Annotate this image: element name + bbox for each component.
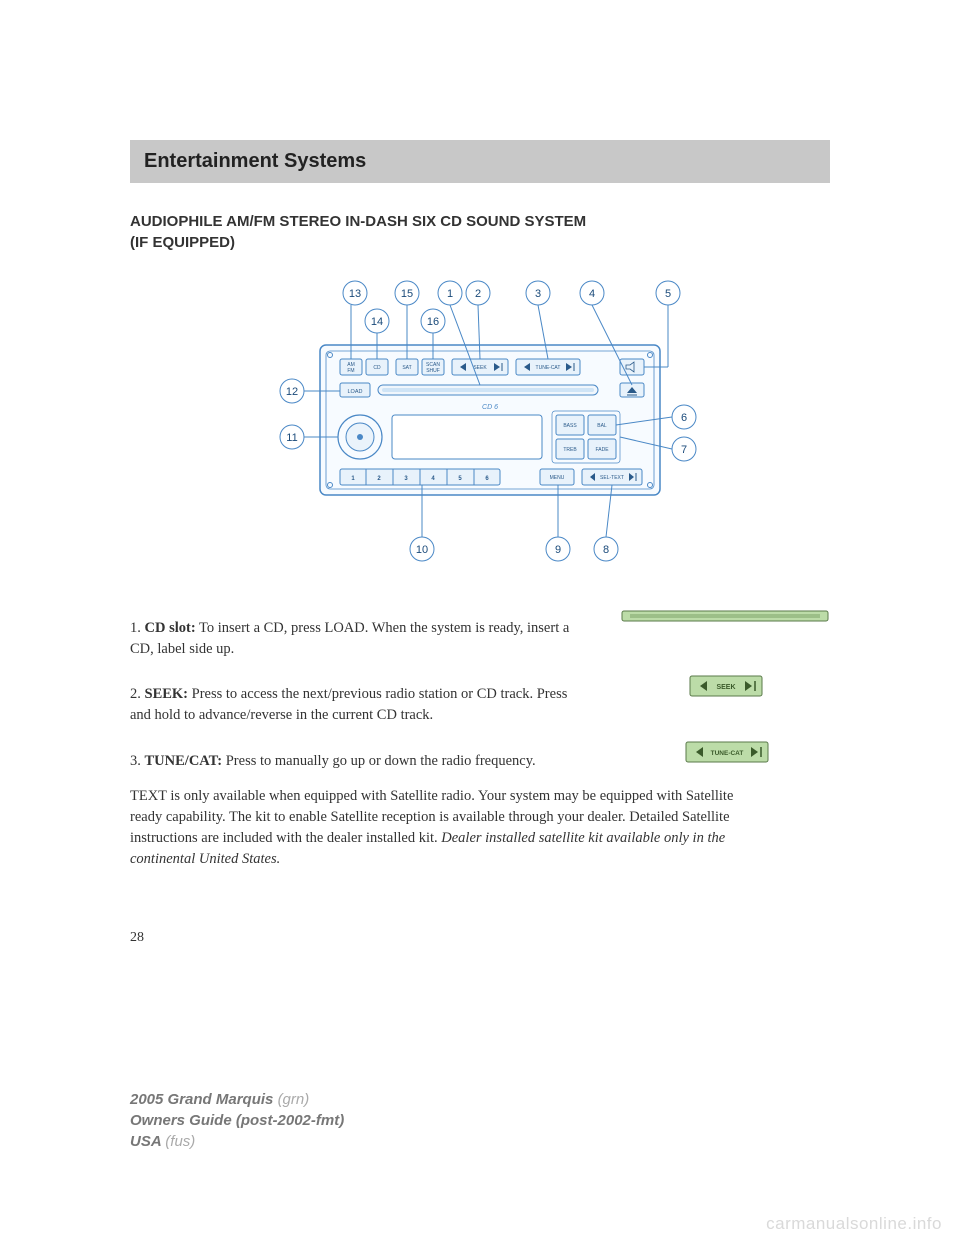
section-title-line1: AUDIOPHILE AM/FM STEREO IN-DASH SIX CD S… [130,213,586,230]
svg-text:13: 13 [349,288,361,300]
footer-region-code: (fus) [165,1133,195,1150]
item-3-row: 3. TUNE/CAT: Press to manually go up or … [130,736,830,772]
item-1-bold: CD slot: [145,620,196,636]
svg-text:2: 2 [475,288,481,300]
svg-text:LOAD: LOAD [348,389,363,395]
radio-diagram: AMFM CD SAT SCANSHUF SEEK TUNE-CAT [130,265,830,575]
svg-text:6: 6 [681,412,687,424]
svg-text:9: 9 [555,544,561,556]
svg-text:11: 11 [286,432,297,444]
svg-text:SEL-TEXT: SEL-TEXT [600,475,624,481]
footer-guide: Owners Guide (post-2002-fmt) [130,1110,344,1131]
footer-model-name: 2005 Grand Marquis [130,1091,273,1108]
svg-text:10: 10 [416,544,428,556]
svg-text:8: 8 [603,544,609,556]
svg-text:SHUF: SHUF [426,368,440,374]
watermark: carmanualsonline.info [766,1214,942,1234]
svg-text:BASS: BASS [563,423,577,429]
svg-text:CD 6: CD 6 [482,404,498,411]
svg-text:BAL: BAL [597,423,607,429]
svg-text:TUNE-CAT: TUNE-CAT [711,750,744,757]
text-paragraph: TEXT is only available when equipped wit… [130,786,740,870]
footer-model: 2005 Grand Marquis (grn) [130,1089,344,1110]
svg-text:FM: FM [347,368,354,374]
svg-text:FADE: FADE [595,447,609,453]
page-number: 28 [130,930,830,946]
svg-text:SEEK: SEEK [716,684,735,691]
item-2-row: 2. SEEK: Press to access the next/previo… [130,670,830,727]
footer-region-name: USA [130,1133,161,1150]
item-3-rest: Press to manually go up or down the radi… [222,753,536,769]
manual-page: Entertainment Systems AUDIOPHILE AM/FM S… [0,0,960,946]
svg-text:1: 1 [447,288,453,300]
tunecat-button-graphic: TUNE-CAT [620,738,830,768]
cd-slot-graphic [620,605,830,627]
seek-button-graphic: SEEK [620,672,830,702]
item-3-bold: TUNE/CAT: [145,753,223,769]
svg-text:15: 15 [401,288,413,300]
svg-text:12: 12 [286,386,298,398]
section-header-title: Entertainment Systems [144,150,366,172]
svg-text:4: 4 [589,288,595,300]
item-2-rest: Press to access the next/previous radio … [130,686,567,723]
item-1-num: 1. [130,620,145,636]
svg-text:16: 16 [427,316,439,328]
svg-text:5: 5 [665,288,671,300]
svg-text:14: 14 [371,316,383,328]
item-1-text: 1. CD slot: To insert a CD, press LOAD. … [130,618,590,660]
svg-text:CD: CD [373,365,381,371]
section-title-line2: (IF EQUIPPED) [130,234,235,251]
section-title: AUDIOPHILE AM/FM STEREO IN-DASH SIX CD S… [130,211,830,253]
svg-text:TREB: TREB [563,447,577,453]
item-2-text: 2. SEEK: Press to access the next/previo… [130,684,590,726]
item-2-num: 2. [130,686,145,702]
svg-text:7: 7 [681,444,687,456]
item-1-rest: To insert a CD, press LOAD. When the sys… [130,620,569,657]
radio-diagram-svg: AMFM CD SAT SCANSHUF SEEK TUNE-CAT [240,265,720,575]
svg-text:MENU: MENU [550,475,565,481]
svg-text:SAT: SAT [402,365,411,371]
item-3-num: 3. [130,753,145,769]
svg-text:SEEK: SEEK [473,365,487,371]
footer-region: USA (fus) [130,1131,344,1152]
svg-text:TUNE-CAT: TUNE-CAT [536,365,561,371]
footer: 2005 Grand Marquis (grn) Owners Guide (p… [130,1089,344,1152]
item-2-bold: SEEK: [145,686,189,702]
item-1-row: 1. CD slot: To insert a CD, press LOAD. … [130,603,830,660]
svg-text:3: 3 [535,288,541,300]
footer-model-code: (grn) [278,1091,310,1108]
section-header-bar: Entertainment Systems [130,140,830,183]
item-3-text: 3. TUNE/CAT: Press to manually go up or … [130,751,590,772]
